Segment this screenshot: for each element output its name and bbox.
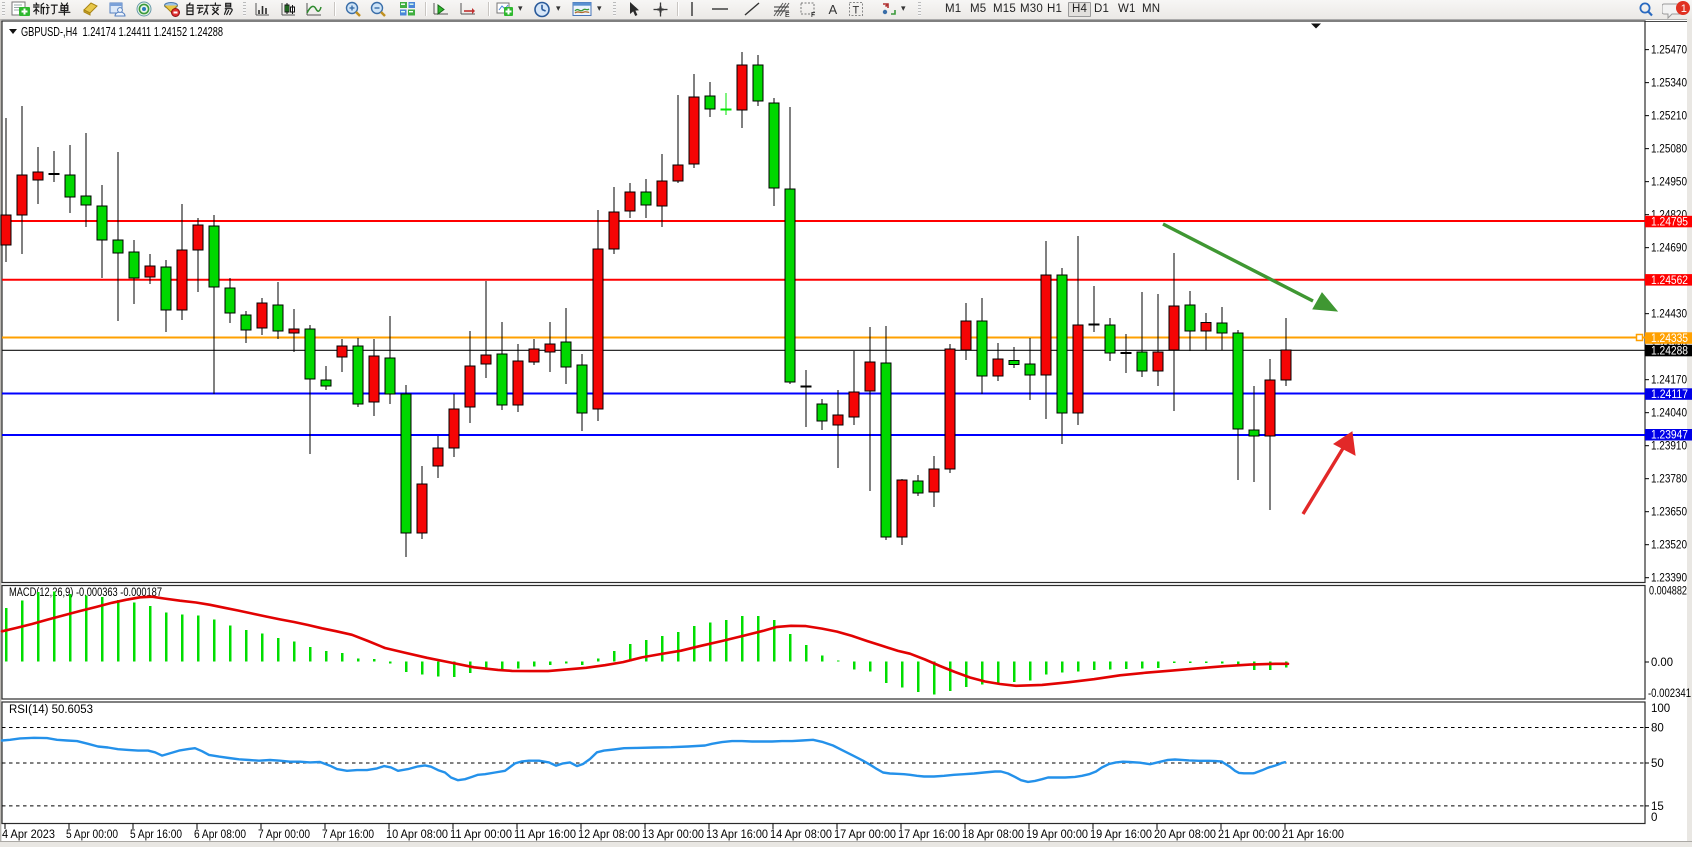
svg-text:1.24117: 1.24117 <box>1651 389 1688 401</box>
svg-text:1.23390: 1.23390 <box>1651 573 1687 585</box>
svg-text:1.25470: 1.25470 <box>1651 45 1687 57</box>
svg-text:1.24690: 1.24690 <box>1651 243 1687 255</box>
svg-text:1.25340: 1.25340 <box>1651 78 1687 90</box>
svg-text:19 Apr 00:00: 19 Apr 00:00 <box>1026 829 1088 841</box>
svg-text:1.24288: 1.24288 <box>1651 346 1688 358</box>
svg-text:10 Apr 08:00: 10 Apr 08:00 <box>386 829 448 841</box>
svg-text:0.004882: 0.004882 <box>1649 586 1687 598</box>
svg-text:0.00: 0.00 <box>1651 657 1673 669</box>
svg-text:T: T <box>853 5 860 17</box>
svg-text:1.23650: 1.23650 <box>1651 507 1687 519</box>
svg-text:19 Apr 16:00: 19 Apr 16:00 <box>1090 829 1152 841</box>
svg-text:1.25080: 1.25080 <box>1651 144 1687 156</box>
svg-text:17 Apr 00:00: 17 Apr 00:00 <box>834 829 896 841</box>
svg-text:0: 0 <box>1651 812 1657 824</box>
svg-text:11 Apr 00:00: 11 Apr 00:00 <box>450 829 512 841</box>
svg-text:1.24562: 1.24562 <box>1651 275 1688 287</box>
svg-text:14 Apr 08:00: 14 Apr 08:00 <box>770 829 832 841</box>
svg-text:50: 50 <box>1651 758 1664 770</box>
svg-text:100: 100 <box>1651 703 1670 715</box>
svg-text:1.24040: 1.24040 <box>1651 408 1687 420</box>
svg-text:15: 15 <box>1651 801 1664 813</box>
svg-text:1.24795: 1.24795 <box>1651 217 1688 229</box>
svg-text:1.23947: 1.23947 <box>1651 430 1688 442</box>
svg-text:1.24170: 1.24170 <box>1651 375 1687 387</box>
svg-text:MACD(12,26,9) -0.000363 -0.000: MACD(12,26,9) -0.000363 -0.000187 <box>9 587 162 599</box>
svg-text:13 Apr 00:00: 13 Apr 00:00 <box>642 829 704 841</box>
svg-text:18 Apr 08:00: 18 Apr 08:00 <box>962 829 1024 841</box>
svg-text:1.23910: 1.23910 <box>1651 441 1687 453</box>
svg-text:1.24430: 1.24430 <box>1651 309 1687 321</box>
svg-text:13 Apr 16:00: 13 Apr 16:00 <box>706 829 768 841</box>
svg-text:80: 80 <box>1651 723 1664 735</box>
svg-text:RSI(14) 50.6053: RSI(14) 50.6053 <box>9 704 93 716</box>
svg-text:21 Apr 16:00: 21 Apr 16:00 <box>1282 829 1344 841</box>
svg-text:1.24335: 1.24335 <box>1651 333 1688 345</box>
svg-text:A: A <box>829 2 838 17</box>
svg-text:21 Apr 00:00: 21 Apr 00:00 <box>1218 829 1280 841</box>
svg-text:GBPUSD-,H4 1.24174 1.24411 1.: GBPUSD-,H4 1.24174 1.24411 1.24152 1.242… <box>21 25 223 39</box>
svg-text:5 Apr 00:00: 5 Apr 00:00 <box>66 829 118 841</box>
svg-text:12 Apr 08:00: 12 Apr 08:00 <box>578 829 640 841</box>
svg-text:1.23780: 1.23780 <box>1651 474 1687 486</box>
svg-text:7 Apr 16:00: 7 Apr 16:00 <box>322 829 374 841</box>
svg-text:F: F <box>811 12 815 18</box>
svg-text:17 Apr 16:00: 17 Apr 16:00 <box>898 829 960 841</box>
svg-text:1.24950: 1.24950 <box>1651 177 1687 189</box>
svg-text:6 Apr 08:00: 6 Apr 08:00 <box>194 829 246 841</box>
svg-text:20 Apr 08:00: 20 Apr 08:00 <box>1154 829 1216 841</box>
svg-text:1: 1 <box>1681 3 1687 15</box>
svg-text:11 Apr 16:00: 11 Apr 16:00 <box>514 829 576 841</box>
svg-text:5 Apr 16:00: 5 Apr 16:00 <box>130 829 182 841</box>
svg-text:4 Apr 2023: 4 Apr 2023 <box>2 829 55 841</box>
svg-text:7 Apr 00:00: 7 Apr 00:00 <box>258 829 310 841</box>
svg-text:1.25210: 1.25210 <box>1651 111 1687 123</box>
svg-text:-0.002341: -0.002341 <box>1648 688 1691 700</box>
svg-text:E: E <box>785 12 790 18</box>
svg-text:1.23520: 1.23520 <box>1651 540 1687 552</box>
